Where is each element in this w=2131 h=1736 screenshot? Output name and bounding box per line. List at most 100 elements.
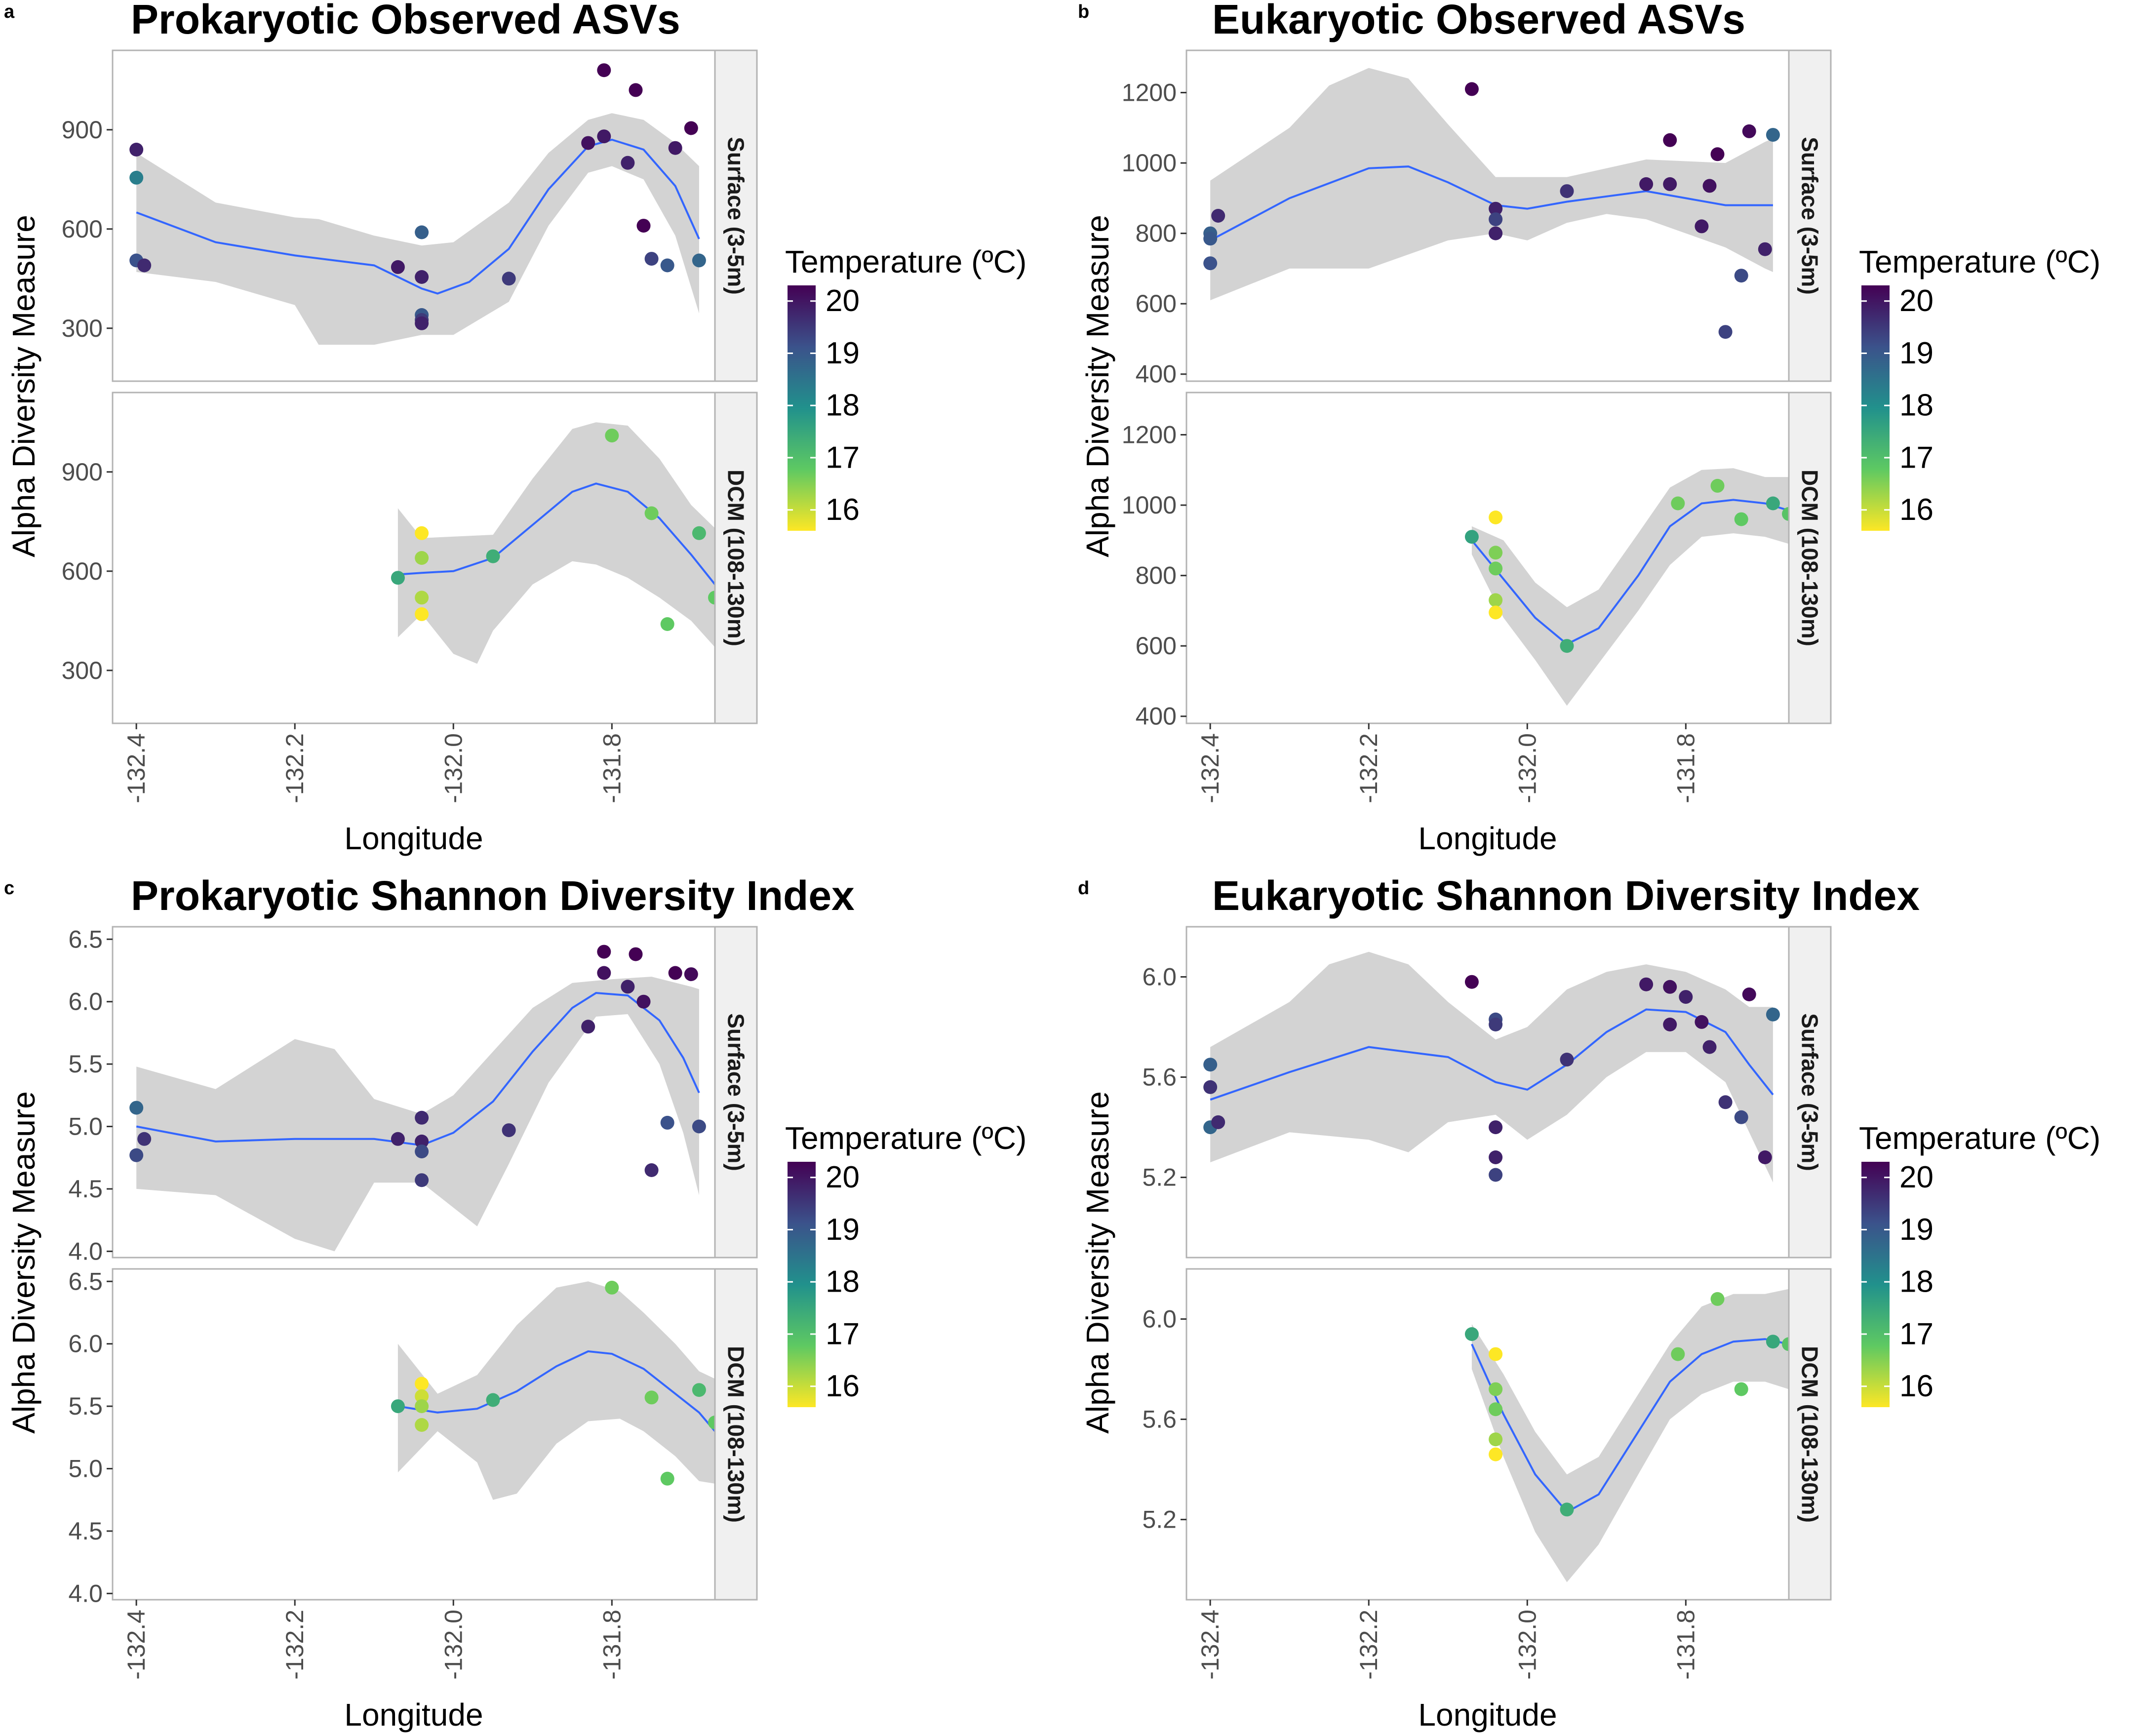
data-point xyxy=(415,1144,429,1159)
plot-area xyxy=(1464,468,1789,706)
data-point xyxy=(597,966,611,980)
y-tick-label: 6.0 xyxy=(1142,963,1177,991)
facet-strip xyxy=(1788,1268,1832,1601)
x-axis-label: Longitude xyxy=(344,821,483,856)
data-point xyxy=(415,1173,429,1187)
x-tick-label: -132.2 xyxy=(281,1610,309,1680)
data-point xyxy=(605,429,619,443)
y-tick-label: 1200 xyxy=(1122,79,1177,107)
y-tick-label: 900 xyxy=(62,458,103,486)
panel-title: Eukaryotic Shannon Diversity Index xyxy=(1212,872,1920,919)
data-point xyxy=(629,947,643,961)
y-axis-label: Alpha Diversity Measure xyxy=(6,215,41,557)
data-point xyxy=(1639,177,1654,191)
legend-tick-label: 19 xyxy=(826,1213,860,1247)
legend-tick-label: 17 xyxy=(826,1317,860,1351)
data-point xyxy=(1663,177,1677,191)
data-point xyxy=(597,129,611,144)
data-point xyxy=(1782,507,1789,521)
data-point xyxy=(1464,975,1479,989)
data-point xyxy=(684,121,698,135)
data-point xyxy=(1695,219,1709,234)
data-point xyxy=(1489,1168,1503,1182)
data-point xyxy=(1734,1110,1748,1124)
legend-tick-label: 18 xyxy=(1899,389,1934,423)
data-point xyxy=(1489,1382,1503,1396)
y-tick-label: 800 xyxy=(1136,220,1177,247)
data-point xyxy=(644,1390,659,1405)
data-point xyxy=(1489,1432,1503,1447)
facet-strip xyxy=(1788,392,1832,724)
data-point xyxy=(1710,147,1725,161)
data-point xyxy=(581,1020,595,1034)
facet-strip xyxy=(714,926,758,1259)
data-point xyxy=(708,591,715,605)
y-axis-label: Alpha Diversity Measure xyxy=(6,1091,41,1434)
confidence-ribbon xyxy=(1210,951,1773,1183)
data-point xyxy=(391,1399,405,1414)
data-point xyxy=(1663,980,1677,994)
data-point xyxy=(391,260,405,274)
y-tick-label: 5.5 xyxy=(68,1050,103,1078)
legend-title: Temperature (ºC) xyxy=(785,1120,1026,1156)
legend-tick-label: 17 xyxy=(1899,440,1934,474)
data-point xyxy=(1766,1007,1780,1022)
panel-letter: d xyxy=(1078,878,1089,899)
x-axis-label: Longitude xyxy=(344,1697,483,1733)
data-point xyxy=(415,1399,429,1414)
data-point xyxy=(1489,1447,1503,1461)
data-point xyxy=(1766,496,1780,511)
y-tick-label: 1200 xyxy=(1122,421,1177,449)
y-tick-label: 4.5 xyxy=(68,1175,103,1203)
x-tick-label: -132.4 xyxy=(1196,1610,1224,1680)
data-point xyxy=(1782,1337,1789,1351)
data-point xyxy=(1671,496,1685,511)
panel-c: c Prokaryotic Shannon Diversity Index Surf… xyxy=(4,872,1026,1733)
y-tick-label: 5.5 xyxy=(68,1392,103,1420)
confidence-ribbon xyxy=(1210,68,1773,301)
data-point xyxy=(1489,201,1503,216)
legend-tick-label: 19 xyxy=(826,336,860,370)
facet-dcm: DCM (108-130m) 300 600 900 xyxy=(62,392,758,724)
legend-tick-label: 20 xyxy=(826,1160,860,1194)
data-point xyxy=(1203,256,1218,271)
x-tick-label: -132.0 xyxy=(1513,733,1541,803)
x-tick-label: -131.8 xyxy=(1672,733,1699,803)
data-point xyxy=(129,1148,144,1162)
data-point xyxy=(1489,561,1503,576)
data-point xyxy=(415,270,429,284)
data-point xyxy=(605,1280,619,1295)
panel-a: a Prokaryotic Observed ASVs Surface (3-5m)… xyxy=(4,0,1026,856)
data-point xyxy=(129,143,144,157)
panel-letter: c xyxy=(4,878,14,899)
legend-tick-label: 17 xyxy=(826,440,860,474)
data-point xyxy=(1203,232,1218,246)
y-tick-label: 5.2 xyxy=(1142,1506,1177,1534)
legend-title: Temperature (ºC) xyxy=(1859,244,2100,279)
data-point xyxy=(1734,1382,1748,1396)
facet-surface: Surface (3-5m) 5.2 5.6 6.0 xyxy=(1142,926,1832,1259)
data-point xyxy=(415,225,429,239)
y-tick-label: 300 xyxy=(62,657,103,684)
plot-area xyxy=(1203,951,1780,1183)
data-point xyxy=(1663,133,1677,147)
legend-title: Temperature (ºC) xyxy=(1859,1120,2100,1156)
y-tick-label: 5.6 xyxy=(1142,1064,1177,1091)
legend-tick-label: 16 xyxy=(826,493,860,527)
data-point xyxy=(1758,1150,1772,1164)
data-point xyxy=(1710,1292,1725,1306)
plot-area xyxy=(129,63,706,345)
data-point xyxy=(1560,184,1574,198)
panel-title: Prokaryotic Shannon Diversity Index xyxy=(131,872,855,919)
facet-strip xyxy=(714,49,758,382)
y-tick-label: 1000 xyxy=(1122,491,1177,519)
y-tick-label: 6.5 xyxy=(68,925,103,953)
data-point xyxy=(684,967,698,982)
facet-strip-label: DCM (108-130m) xyxy=(1797,470,1823,646)
data-point xyxy=(621,156,635,170)
y-tick-label: 6.5 xyxy=(68,1267,103,1295)
y-axis-label: Alpha Diversity Measure xyxy=(1080,1091,1115,1434)
temperature-legend: Temperature (ºC) 16 17 18 19 20 xyxy=(785,1120,1026,1407)
data-point xyxy=(415,526,429,540)
plot-area xyxy=(391,422,715,664)
